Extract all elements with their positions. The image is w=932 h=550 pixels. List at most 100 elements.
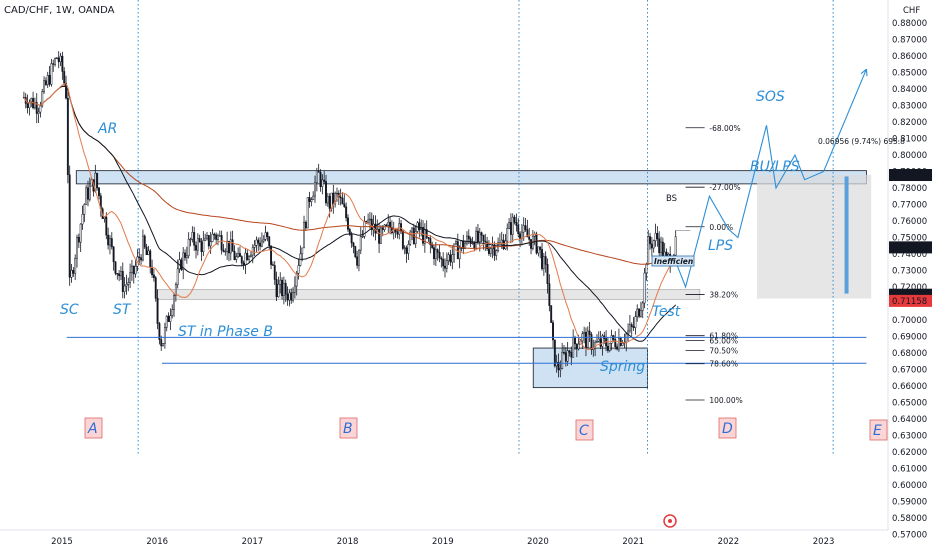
candle-body <box>564 352 567 362</box>
candle-body <box>290 292 293 301</box>
candle-body <box>586 330 589 348</box>
candle-body <box>184 252 186 258</box>
candle-body <box>275 279 278 298</box>
candle-body <box>292 292 294 301</box>
candle-body <box>561 352 564 369</box>
chart-title: CAD/CHF, 1W, OANDA <box>4 5 115 16</box>
candle-body <box>654 233 657 241</box>
candle-body <box>541 249 543 269</box>
candle-body <box>447 254 450 261</box>
candle-body <box>270 245 273 265</box>
ma-short-line <box>23 83 677 351</box>
fib-level-label: 100.00% <box>709 396 742 405</box>
candle-body <box>636 308 639 317</box>
candle-body <box>200 241 203 252</box>
candle-body <box>220 235 223 251</box>
candle-body <box>85 187 88 205</box>
x-tick-label: 2019 <box>432 537 454 547</box>
candle-body <box>235 256 238 260</box>
candle-body <box>264 232 267 240</box>
fib-level-label: -68.00% <box>709 124 740 133</box>
tradingview-logo-icon <box>663 514 677 528</box>
y-tick-label: 0.83000 <box>892 102 927 112</box>
candle-body <box>319 172 322 187</box>
candle-body <box>297 265 300 274</box>
candle-body <box>628 324 631 332</box>
phase-b: B <box>339 417 358 439</box>
candle-body <box>112 246 115 263</box>
ma-medium-line <box>23 85 677 342</box>
candle-body <box>570 352 573 358</box>
candle-body <box>519 233 522 239</box>
candle-body <box>41 91 44 107</box>
candle-body <box>616 346 619 350</box>
candle-body <box>358 249 360 266</box>
projection-arrow-icon <box>860 68 868 77</box>
candle-body <box>370 218 373 231</box>
candle-body <box>647 236 650 265</box>
candle-body <box>213 233 216 236</box>
y-tick-label: 0.86000 <box>892 52 927 62</box>
candle-body <box>522 225 525 233</box>
price-axis[interactable] <box>888 0 932 550</box>
y-tick-label: 0.69000 <box>892 333 927 343</box>
fib-level-label: 70.50% <box>709 347 738 356</box>
candle-body <box>429 238 432 245</box>
candle-body <box>132 265 135 275</box>
candle-body <box>649 236 651 245</box>
candle-body <box>284 283 287 295</box>
candle-body <box>259 242 262 247</box>
candle-body <box>639 310 642 317</box>
candle-body <box>617 337 620 350</box>
candle-body <box>281 279 284 297</box>
candle-body <box>306 197 309 229</box>
candle-body <box>597 338 600 342</box>
label-bs: BS <box>666 194 677 204</box>
candle-body <box>127 282 130 285</box>
candle-body <box>110 238 113 248</box>
candle-body <box>449 254 452 263</box>
candle-body <box>314 182 316 197</box>
candle-body <box>130 265 133 273</box>
candle-body <box>583 332 586 335</box>
candle-body <box>224 250 227 253</box>
candle-body <box>520 231 523 239</box>
candle-body <box>246 252 249 261</box>
candle-body <box>262 239 265 242</box>
candle-body <box>218 235 221 237</box>
candle-body <box>226 240 229 252</box>
x-tick-label: 2015 <box>51 537 73 547</box>
inefficiency-zone <box>156 289 701 300</box>
candle-body <box>489 248 492 254</box>
spring-zone <box>532 347 648 389</box>
currency-label: CHF <box>903 6 920 16</box>
candle-body <box>563 352 565 354</box>
candle-body <box>174 284 177 296</box>
y-tick-label: 0.81000 <box>892 135 927 145</box>
fib-level-label: 78.60% <box>709 360 738 369</box>
candle-body <box>572 337 575 358</box>
candle-body <box>550 305 553 323</box>
candle-body <box>658 238 661 254</box>
y-tick-label: 0.85000 <box>892 69 927 79</box>
candle-body <box>614 339 617 347</box>
candle-body <box>328 196 331 209</box>
candle-body <box>37 111 40 114</box>
candle-body <box>513 216 516 223</box>
candle-body <box>444 265 446 269</box>
candle-body <box>336 192 338 195</box>
candle-body <box>50 63 53 85</box>
candle-body <box>334 193 337 205</box>
candle-body <box>321 179 324 187</box>
candle-body <box>308 197 311 202</box>
label-bu-lps: BU/LPS <box>750 159 800 175</box>
candle-body <box>606 345 609 351</box>
candle-body <box>54 58 56 65</box>
candle-body <box>303 222 305 249</box>
y-tick-label: 0.74000 <box>892 250 927 260</box>
candle-body <box>288 292 291 301</box>
price-axis-badge-label: 0.78787 <box>892 171 927 181</box>
candle-body <box>143 235 146 248</box>
candle-body <box>125 284 128 287</box>
